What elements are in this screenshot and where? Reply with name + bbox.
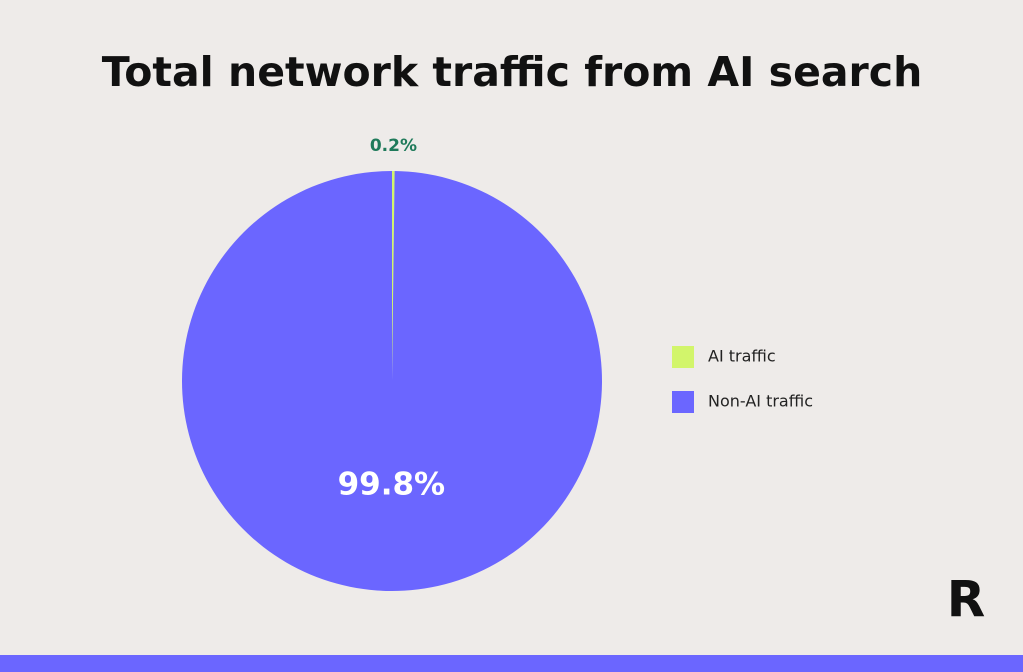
legend-swatch [672,391,694,413]
value-label: 99.8% [338,466,446,502]
legend-label: AI traffic [708,347,776,366]
chart-title: Total network traffic from AI search [102,48,923,96]
legend-label: Non-AI traffic [708,392,813,411]
logo: R [947,571,986,629]
legend-swatch [672,346,694,368]
pie-slice [392,171,395,381]
bottom-bar [0,655,1023,672]
value-label: 0.2% [370,136,417,156]
pie-slice [181,170,602,591]
